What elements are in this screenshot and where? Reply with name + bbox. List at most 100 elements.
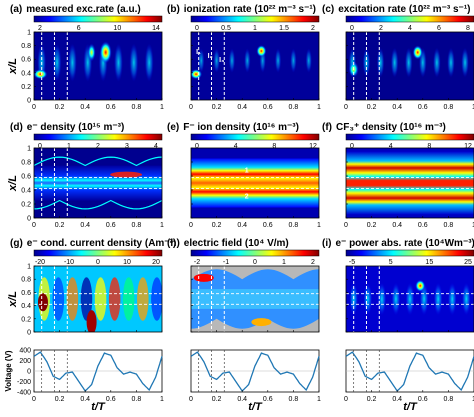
x-tick-label: 0.4 [80, 396, 90, 403]
colorbar-tick-label: 2 [379, 25, 383, 32]
colorbar-tick-label: 10 [123, 259, 131, 266]
emission-band [129, 44, 138, 82]
ionization-band [244, 48, 250, 72]
colorbar-tick-label: 2 [38, 25, 42, 32]
colorbar-tick-label: 25 [464, 259, 472, 266]
panel-title-text: ionization rate (10²² m⁻³ s⁻¹) [184, 4, 316, 15]
excitation-band [461, 48, 469, 78]
x-tick-label: 0.4 [237, 396, 247, 403]
colorbar-tick-label: 4 [408, 25, 412, 32]
field-extreme [251, 318, 271, 326]
x-tick-label: 0.2 [212, 222, 222, 229]
emission-band [114, 44, 123, 82]
annotation-label: I₁ [196, 49, 201, 56]
ion-density-band [346, 152, 474, 215]
current-lobe [123, 277, 135, 321]
excitation-band [433, 48, 441, 78]
x-tick-label: 1 [160, 222, 164, 229]
ionization-band [306, 48, 312, 72]
x-tick-label: 0 [32, 222, 36, 229]
voltage-tick-label: 200 [19, 358, 31, 365]
y-tick-label: 1 [27, 146, 31, 153]
panel-title: (i)e⁻ power abs. rate (10⁴Wm⁻³) [322, 238, 474, 249]
colorbar-tick-label: 14 [152, 25, 160, 32]
colorbar-tick-label: 5 [389, 259, 393, 266]
x-axis-label: t/T [403, 401, 418, 412]
panel-title: (f)CF₃⁺ density (10¹⁶ m⁻³) [322, 122, 446, 133]
density-band [34, 166, 162, 201]
x-tick-label: 0.4 [392, 222, 402, 229]
warm-spot [88, 43, 96, 61]
hot-spot [190, 69, 202, 79]
x-tick-label: 0 [189, 104, 193, 111]
hot-spot [415, 280, 425, 292]
x-tick-label: 1 [160, 396, 164, 403]
colorbar [191, 134, 319, 140]
panel-label: (a) [10, 4, 22, 15]
x-tick-label: 1 [317, 104, 321, 111]
ionization-band [275, 48, 281, 72]
plot-content [346, 32, 474, 100]
colorbar [191, 16, 319, 22]
colorbar-tick-label: 15 [425, 259, 433, 266]
x-tick-label: 0 [32, 104, 36, 111]
current-peak [38, 293, 48, 311]
field-extreme [194, 274, 214, 282]
power-band [462, 283, 471, 316]
colorbar [346, 16, 474, 22]
power-band [448, 283, 457, 316]
x-tick-label: 0.6 [106, 104, 116, 111]
y-tick-label: 0.2 [21, 84, 31, 91]
x-tick-label: 1 [317, 396, 321, 403]
excitation-band [405, 48, 413, 78]
x-tick-label: 0 [344, 104, 348, 111]
plot-content [346, 148, 474, 218]
y-tick-label: 0.2 [21, 316, 31, 323]
x-tick-label: 0.8 [444, 222, 454, 229]
y-tick-label: 0.6 [21, 57, 31, 64]
x-tick-label: 0.2 [367, 222, 377, 229]
colorbar-tick-label: 6 [77, 25, 81, 32]
x-tick-label: 0.4 [237, 222, 247, 229]
y-axis-label: x/L [7, 291, 19, 308]
panel-title: (b) ionization rate (10²² m⁻³ s⁻¹) [167, 4, 316, 15]
y-tick-label: 0.6 [21, 174, 31, 181]
annotation-label: 2 [245, 193, 249, 200]
x-tick-label: 0.8 [444, 104, 454, 111]
ionization-band [290, 48, 296, 72]
x-tick-label: 0.6 [418, 222, 428, 229]
x-tick-label: 0.4 [80, 222, 90, 229]
plot-content [34, 266, 163, 334]
x-tick-label: 0.4 [237, 104, 247, 111]
colorbar-tick-label: 8 [466, 25, 470, 32]
excitation-band [377, 48, 385, 78]
panel-title-text: e⁻ cond. current density (Am⁻²) [27, 238, 176, 249]
plot-content [191, 266, 319, 332]
plot-content [346, 266, 474, 332]
colorbar-tick-label: -20 [35, 259, 45, 266]
voltage-tick-label: 0 [27, 369, 31, 376]
y-tick-label: 0.4 [21, 303, 31, 310]
power-band [406, 283, 415, 316]
panel-label: (b) [167, 4, 180, 15]
y-tick-label: 1 [27, 264, 31, 271]
colorbar [34, 16, 162, 22]
x-tick-label: 0.8 [289, 396, 299, 403]
y-tick-label: 0 [27, 98, 31, 105]
y-tick-label: 0.8 [21, 160, 31, 167]
panel-title-text: e⁻ density (10¹⁵ m⁻³) [27, 122, 125, 133]
ion-density-band [191, 159, 319, 208]
colorbar-tick-label: 0 [253, 259, 257, 266]
colorbar-tick-label: 0.5 [221, 25, 231, 32]
voltage-axis-label: Voltage (V) [4, 350, 13, 392]
y-tick-label: 0.4 [21, 70, 31, 77]
